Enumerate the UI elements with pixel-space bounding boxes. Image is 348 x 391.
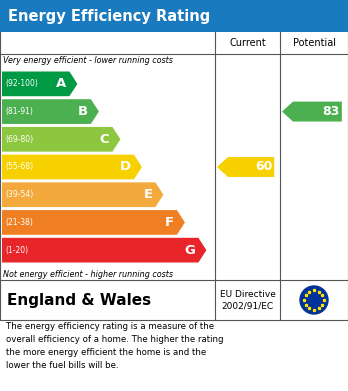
Text: Current: Current	[229, 38, 266, 48]
Polygon shape	[2, 127, 120, 152]
Text: (55-68): (55-68)	[5, 163, 33, 172]
Polygon shape	[2, 238, 206, 262]
Text: EU Directive
2002/91/EC: EU Directive 2002/91/EC	[220, 290, 275, 310]
Text: E: E	[143, 188, 152, 201]
Text: 83: 83	[323, 105, 340, 118]
Text: D: D	[120, 160, 131, 174]
Text: (69-80): (69-80)	[5, 135, 33, 144]
Polygon shape	[2, 155, 142, 179]
Text: (81-91): (81-91)	[5, 107, 33, 116]
Text: (1-20): (1-20)	[5, 246, 28, 255]
Text: Not energy efficient - higher running costs: Not energy efficient - higher running co…	[3, 270, 173, 279]
Text: England & Wales: England & Wales	[7, 292, 151, 307]
Text: F: F	[165, 216, 174, 229]
Bar	[0, 0, 348, 32]
Polygon shape	[282, 102, 342, 122]
Text: (39-54): (39-54)	[5, 190, 33, 199]
Circle shape	[300, 286, 328, 314]
Polygon shape	[2, 210, 185, 235]
Text: A: A	[56, 77, 66, 90]
Text: B: B	[78, 105, 88, 118]
Bar	[0, 0, 348, 320]
Polygon shape	[2, 72, 77, 96]
Text: C: C	[100, 133, 109, 146]
Text: Energy Efficiency Rating: Energy Efficiency Rating	[8, 9, 210, 23]
Text: (92-100): (92-100)	[5, 79, 38, 88]
Text: (21-38): (21-38)	[5, 218, 33, 227]
Text: Potential: Potential	[293, 38, 335, 48]
Text: The energy efficiency rating is a measure of the
overall efficiency of a home. T: The energy efficiency rating is a measur…	[6, 322, 223, 369]
Polygon shape	[217, 157, 274, 177]
Polygon shape	[2, 99, 99, 124]
Text: 60: 60	[255, 160, 272, 174]
Text: G: G	[184, 244, 195, 256]
Polygon shape	[2, 182, 164, 207]
Text: Very energy efficient - lower running costs: Very energy efficient - lower running co…	[3, 56, 173, 65]
